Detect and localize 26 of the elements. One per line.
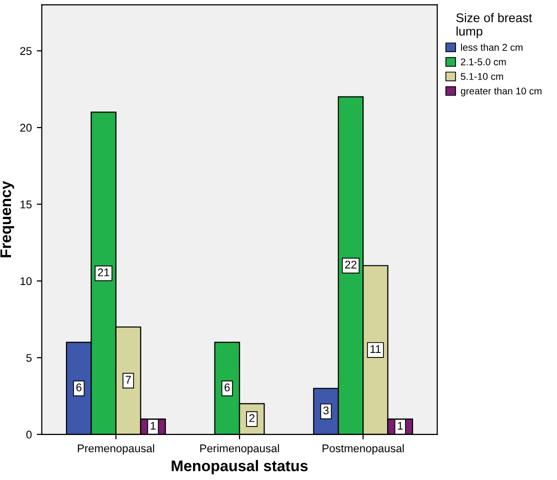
data-label: 22 <box>345 260 356 268</box>
data-label: 2 <box>249 414 254 422</box>
legend-title: Size of breast lump <box>456 13 532 38</box>
data-label: 1 <box>150 422 156 430</box>
legend-label: 5.1-10 cm <box>460 73 504 80</box>
data-label: 21 <box>98 268 110 276</box>
x-tick-label: Postmenopausal <box>322 444 404 454</box>
x-tick-label: Perimenopausal <box>200 444 279 454</box>
data-label: 7 <box>126 376 131 384</box>
y-tick-label: 25 <box>20 47 32 55</box>
legend-label: greater than 10 cm <box>460 87 542 96</box>
y-axis-title: Frequency <box>0 181 14 258</box>
x-axis-title: Menopausal status <box>172 460 308 474</box>
data-label: 11 <box>370 345 381 353</box>
y-tick-label: 10 <box>20 277 32 286</box>
y-tick-label: 0 <box>26 430 32 439</box>
y-tick-label: 15 <box>20 200 32 208</box>
data-label: 6 <box>224 383 230 392</box>
y-tick-label: 20 <box>20 124 32 132</box>
y-tick-label: 5 <box>26 354 32 362</box>
data-label: 1 <box>398 422 403 430</box>
data-label: 3 <box>323 406 329 414</box>
data-label: 6 <box>76 383 82 392</box>
legend-label: less than 2 cm <box>461 44 522 51</box>
x-tick-label: Premenopausal <box>78 444 154 454</box>
legend-label: 2.1-5.0 cm <box>460 58 506 66</box>
